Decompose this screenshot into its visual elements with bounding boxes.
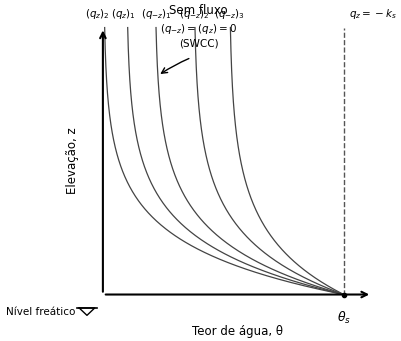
Text: $(q_z)_2$: $(q_z)_2$	[85, 7, 110, 21]
Text: $\theta_s$: $\theta_s$	[336, 310, 350, 326]
Text: $(q_{-z})_3$: $(q_{-z})_3$	[214, 7, 245, 21]
Text: $(q_z)_1$: $(q_z)_1$	[111, 7, 136, 21]
Text: $q_z = -k_s$: $q_z = -k_s$	[348, 7, 396, 21]
Text: (SWCC): (SWCC)	[178, 39, 218, 49]
Text: Elevação, z: Elevação, z	[66, 128, 79, 194]
Text: Nível freático: Nível freático	[6, 307, 75, 317]
Text: $(q_{-z})_2$: $(q_{-z})_2$	[178, 7, 209, 21]
Text: $(q_{-z}) = (q_z) = 0$: $(q_{-z}) = (q_z) = 0$	[160, 21, 237, 35]
Text: $(q_{-z})_1$: $(q_{-z})_1$	[140, 7, 171, 21]
Text: Sem fluxo: Sem fluxo	[169, 4, 227, 17]
Text: Teor de água, θ: Teor de água, θ	[192, 325, 282, 338]
